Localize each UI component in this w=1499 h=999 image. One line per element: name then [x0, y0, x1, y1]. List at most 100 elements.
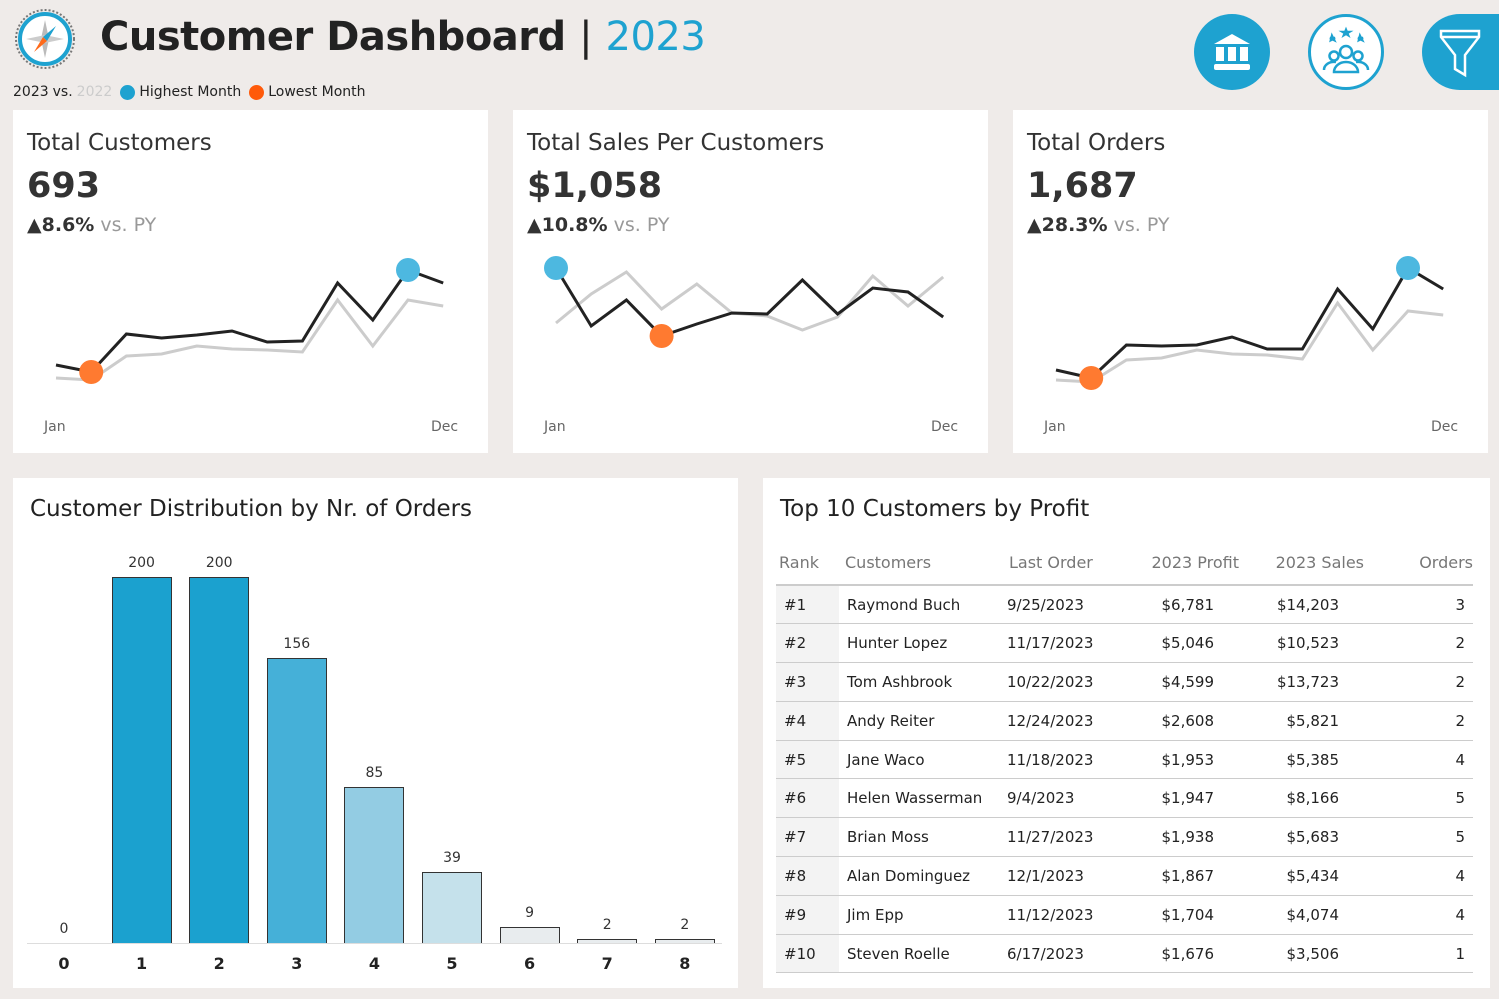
x-tick-label: 3	[291, 954, 303, 973]
table-cell: Andy Reiter	[839, 701, 1004, 741]
current-year-line	[554, 267, 945, 338]
bar-value-label: 9	[525, 904, 535, 921]
customers-icon[interactable]	[1308, 14, 1384, 90]
table-cell: #6	[776, 778, 839, 819]
x-tick-label: 0	[58, 954, 70, 973]
highest-month-marker[interactable]	[544, 256, 568, 280]
kpi-card: Total Customers 693 ▲8.6% vs. PY Jan Dec	[13, 110, 488, 453]
table-row[interactable]: #6 Helen Wasserman 9/4/2023 $1,947 $8,166 5	[776, 778, 1473, 819]
table-row[interactable]: #5 Jane Waco 11/18/2023 $1,953 $5,385 4	[776, 740, 1473, 780]
x-tick-label: 7	[601, 954, 613, 973]
col-orders[interactable]: Orders	[1364, 540, 1473, 586]
legend: 2023 vs. 2022 Highest Month Lowest Month	[13, 84, 366, 100]
x-end-label: Dec	[931, 419, 959, 435]
kpi-title: Total Customers	[27, 130, 212, 156]
kpi-value: 693	[27, 166, 101, 206]
lowest-dot-icon	[249, 84, 265, 100]
table-cell: #1	[776, 585, 839, 625]
current-year-line	[55, 268, 444, 374]
table-cell: $2,608	[1124, 701, 1239, 741]
bank-icon[interactable]	[1194, 14, 1270, 90]
bar[interactable]	[189, 577, 250, 943]
table-row[interactable]: #3 Tom Ashbrook 10/22/2023 $4,599 $13,723 2	[776, 662, 1473, 702]
lowest-month-marker[interactable]	[1079, 366, 1104, 390]
table-cell: #8	[776, 856, 839, 896]
kpi-card: Total Sales Per Customers $1,058 ▲10.8% …	[513, 110, 988, 453]
table-cell: $5,434	[1239, 856, 1364, 896]
compass-logo	[14, 8, 76, 70]
sparkline-chart	[55, 258, 444, 384]
table-cell: 2	[1364, 701, 1473, 741]
bar[interactable]	[344, 787, 405, 943]
table-cell: 11/17/2023	[1004, 623, 1124, 664]
highest-month-marker[interactable]	[1396, 256, 1420, 280]
kpi-delta: ▲10.8% vs. PY	[527, 214, 670, 236]
kpi-card: Total Orders 1,687 ▲28.3% vs. PY Jan Dec	[1013, 110, 1488, 453]
col-sales[interactable]: 2023 Sales	[1239, 540, 1364, 586]
kpi-value: 1,687	[1027, 166, 1138, 206]
table-cell: $6,781	[1124, 585, 1239, 625]
x-tick-label: 1	[136, 954, 148, 973]
kpi-delta: ▲8.6% vs. PY	[27, 214, 157, 236]
table-cell: Steven Roelle	[839, 934, 1004, 974]
filter-icon[interactable]	[1422, 14, 1499, 90]
col-last-order[interactable]: Last Order	[1004, 540, 1124, 586]
table-cell: 4	[1364, 740, 1473, 780]
table-row[interactable]: #7 Brian Moss 11/27/2023 $1,938 $5,683 5	[776, 817, 1473, 858]
bar[interactable]	[499, 926, 560, 943]
table-cell: Raymond Buch	[839, 585, 1004, 625]
table-cell: $1,704	[1124, 895, 1239, 935]
bar[interactable]	[654, 939, 715, 943]
highest-dot-icon	[120, 84, 136, 100]
up-triangle-icon: ▲	[27, 214, 42, 236]
table-cell: 9/4/2023	[1004, 778, 1124, 819]
table-cell: #10	[776, 934, 839, 974]
x-tick-label: 8	[679, 954, 691, 973]
table-cell: Alan Dominguez	[839, 856, 1004, 896]
col-rank[interactable]: Rank	[776, 540, 839, 586]
bar[interactable]	[266, 657, 327, 943]
x-tick-label: 4	[368, 954, 380, 973]
table-row[interactable]: #4 Andy Reiter 12/24/2023 $2,608 $5,821 2	[776, 701, 1473, 741]
table-cell: $3,506	[1239, 934, 1364, 974]
x-start-label: Jan	[1044, 419, 1066, 435]
bar-value-label: 2	[602, 917, 612, 934]
highest-month-marker[interactable]	[396, 258, 420, 282]
up-triangle-icon: ▲	[1027, 214, 1042, 236]
table-cell: 11/18/2023	[1004, 740, 1124, 780]
table-cell: $1,676	[1124, 934, 1239, 974]
table-cell: Brian Moss	[839, 817, 1004, 858]
table-cell: $5,385	[1239, 740, 1364, 780]
lowest-month-marker[interactable]	[79, 360, 104, 384]
bar[interactable]	[111, 577, 172, 943]
table-row[interactable]: #1 Raymond Buch 9/25/2023 $6,781 $14,203 3	[776, 585, 1473, 625]
table-row[interactable]: #9 Jim Epp 11/12/2023 $1,704 $4,074 4	[776, 895, 1473, 935]
col-customers[interactable]: Customers	[839, 540, 1004, 586]
table-cell: $5,046	[1124, 623, 1239, 664]
distribution-card: Customer Distribution by Nr. of Orders 0…	[13, 478, 738, 988]
sparkline-chart	[544, 256, 945, 348]
lowest-month-marker[interactable]	[649, 324, 674, 348]
table-cell: #4	[776, 701, 839, 741]
table-cell: $8,166	[1239, 778, 1364, 819]
previous-year-line	[555, 270, 945, 332]
previous-year-line	[1055, 300, 1444, 384]
table-cell: $14,203	[1239, 585, 1364, 625]
kpi-title: Total Sales Per Customers	[527, 130, 825, 156]
table-cell: 3	[1364, 585, 1473, 625]
table-cell: #9	[776, 895, 839, 935]
bar-value-label: 156	[283, 635, 311, 652]
col-profit[interactable]: 2023 Profit	[1124, 540, 1239, 586]
table-cell: Jim Epp	[839, 895, 1004, 935]
table-row[interactable]: #2 Hunter Lopez 11/17/2023 $5,046 $10,523 2	[776, 623, 1473, 664]
bar[interactable]	[577, 939, 638, 943]
bar[interactable]	[422, 871, 482, 943]
table-row[interactable]: #8 Alan Dominguez 12/1/2023 $1,867 $5,434 4	[776, 856, 1473, 896]
table-cell: 2	[1364, 662, 1473, 702]
x-start-label: Jan	[544, 419, 566, 435]
top10-table: Rank Customers Last Order 2023 Profit 20…	[776, 540, 1473, 974]
table-row[interactable]: #10 Steven Roelle 6/17/2023 $1,676 $3,506 1	[776, 934, 1473, 974]
table-cell: 11/27/2023	[1004, 817, 1124, 858]
x-axis-line	[27, 943, 722, 944]
top10-title: Top 10 Customers by Profit	[780, 496, 1090, 522]
